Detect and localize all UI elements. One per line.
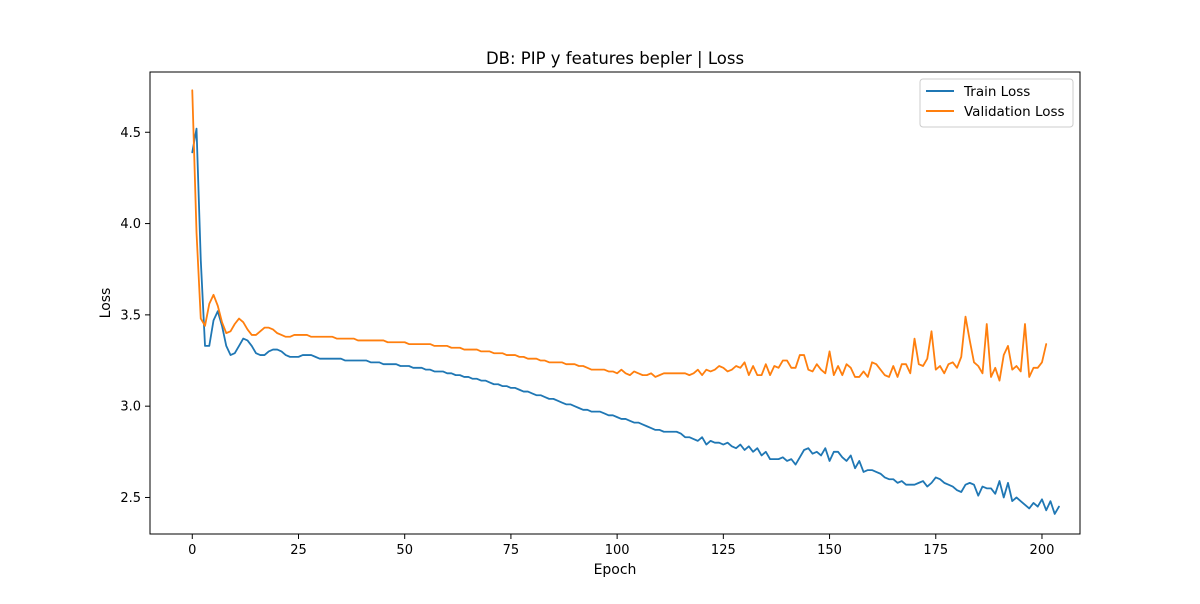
legend-validation-loss-label: Validation Loss xyxy=(964,104,1065,120)
series-line-validation-loss xyxy=(191,89,1048,382)
x-tick-label: 75 xyxy=(503,543,520,558)
x-tick-label: 50 xyxy=(396,543,413,558)
x-tick-label: 150 xyxy=(817,543,842,558)
legend-box xyxy=(919,78,1074,128)
series-group xyxy=(191,89,1060,515)
y-tick-label: 3.0 xyxy=(120,400,141,415)
x-axis: 0 25 50 75 100 125 150 175 200 xyxy=(188,534,1054,558)
y-tick-label: 2.5 xyxy=(120,491,141,506)
x-tick-label: 25 xyxy=(290,543,307,558)
x-tick-label: 200 xyxy=(1030,543,1055,558)
x-tick-label: 0 xyxy=(188,543,196,558)
y-axis-label: Loss xyxy=(98,288,114,319)
chart-title: DB: PIP y features bepler | Loss xyxy=(486,49,744,68)
y-tick-label: 3.5 xyxy=(120,308,141,323)
x-axis-label: Epoch xyxy=(594,562,637,578)
x-tick-label: 125 xyxy=(711,543,736,558)
y-tick-label: 4.0 xyxy=(120,217,141,232)
y-tick-label: 4.5 xyxy=(120,126,141,141)
x-tick-label: 100 xyxy=(605,543,630,558)
series-line-train-loss xyxy=(191,127,1060,515)
plot-area-frame xyxy=(149,71,1081,535)
legend-train-loss-label: Train Loss xyxy=(963,84,1030,100)
y-axis: 2.5 3.0 3.5 4.0 4.5 xyxy=(120,126,150,506)
legend: Train Loss Validation Loss xyxy=(919,78,1074,128)
x-tick-label: 175 xyxy=(923,543,948,558)
